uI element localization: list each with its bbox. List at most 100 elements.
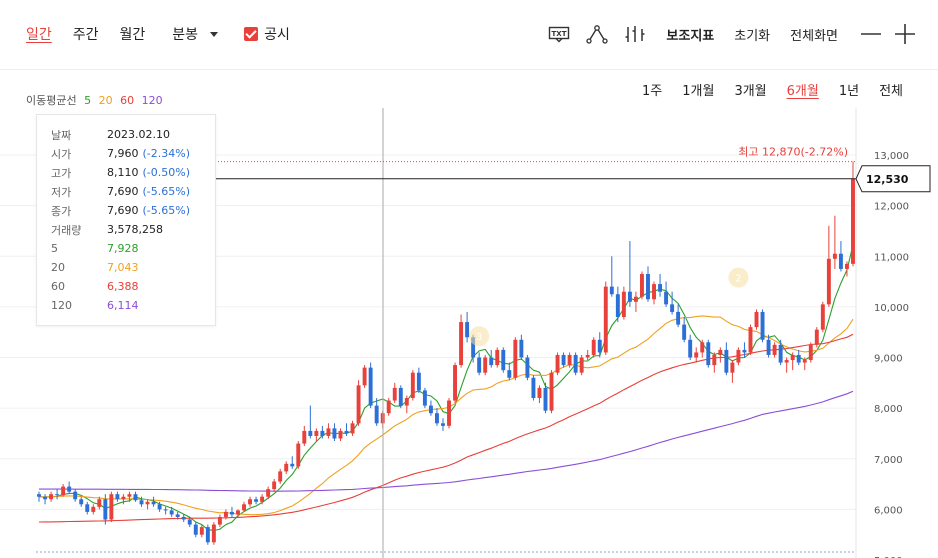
tab-weekly[interactable]: 주간	[72, 27, 99, 43]
candle-body	[308, 430, 313, 436]
disclosure-toggle[interactable]: 공시	[244, 24, 290, 44]
tooltip-change: (-5.65%)	[142, 185, 191, 198]
candle-body	[85, 504, 90, 512]
candle-body	[826, 258, 831, 305]
y-tick-label: 10,000	[874, 303, 909, 314]
candle-body	[199, 527, 204, 535]
candle-body	[549, 372, 554, 411]
range-tab-1y[interactable]: 1년	[838, 84, 860, 99]
candle-body	[254, 499, 259, 502]
candle-body	[639, 273, 644, 297]
period-tabs: 일간 주간 월간 분봉 공시	[26, 24, 290, 44]
candle-body	[477, 357, 482, 373]
candle-body	[664, 291, 669, 305]
ohlc-tooltip: 날짜 2023.02.10 시가 7,960 (-2.34%) 고가 8,110 (-0.…	[36, 114, 216, 326]
disclosure-checkbox[interactable]	[244, 27, 259, 41]
candle-body	[103, 499, 108, 520]
tooltip-value: 7,043	[107, 261, 139, 274]
ma20-line	[38, 315, 854, 516]
candle-body	[332, 428, 337, 439]
candle-body	[181, 516, 186, 520]
candle-body	[320, 430, 325, 436]
candle-body	[91, 506, 96, 512]
candle-body	[55, 494, 60, 496]
candle-body	[724, 349, 729, 373]
fullscreen-button[interactable]: 전체화면	[790, 28, 838, 44]
candle-body	[525, 357, 530, 378]
range-tab-all[interactable]: 전체	[879, 84, 903, 99]
candle-body	[591, 339, 596, 355]
range-tab-6m[interactable]: 6개월	[786, 84, 819, 99]
candle-body	[151, 501, 156, 505]
candle-body	[326, 428, 331, 436]
ma60-line	[38, 333, 854, 523]
candle-body	[646, 273, 650, 300]
candle-body	[157, 504, 162, 510]
candle-body	[658, 284, 663, 292]
candle-body	[585, 354, 590, 358]
candle-body	[579, 357, 584, 373]
candle-body	[615, 294, 620, 317]
tooltip-key: 저가	[51, 185, 72, 199]
candle-body	[796, 354, 801, 363]
candle-body	[284, 463, 289, 472]
ma5-line	[38, 244, 854, 532]
range-tabs: 1주 1개월 3개월 6개월 1년 전체	[622, 80, 903, 99]
ma-legend-120: 120	[141, 94, 163, 107]
tooltip-row-date: 날짜 2023.02.10	[51, 125, 215, 144]
indicator-button[interactable]: 보조지표	[666, 28, 715, 44]
tab-daily[interactable]: 일간	[26, 27, 52, 43]
candle-body	[555, 354, 560, 373]
candle-body	[338, 430, 343, 439]
candle-body	[133, 494, 138, 501]
tooltip-value: 2023.02.10	[107, 128, 170, 141]
candle-body	[519, 339, 524, 358]
candle-body	[314, 430, 319, 436]
candle-body	[127, 494, 132, 497]
y-axis: 13,000 12,000 11,000 10,000 9,000 8,000 7,000 6…	[874, 151, 909, 558]
range-tab-1m[interactable]: 1개월	[682, 84, 715, 99]
tooltip-change: (-5.65%)	[142, 204, 191, 217]
tab-monthly[interactable]: 월간	[119, 27, 146, 43]
candle-body	[109, 494, 114, 520]
tooltip-row-ma60: 60 6,388	[51, 277, 215, 296]
disclosure-marker	[469, 326, 490, 347]
svg-text:TXT: TXT	[552, 30, 567, 38]
tooltip-row-ma20: 20 7,043	[51, 258, 215, 277]
ma-legend-5: 5	[84, 94, 92, 107]
tooltip-value: 8,110	[107, 166, 139, 179]
reset-button[interactable]: 초기화	[734, 28, 771, 44]
tooltip-value: 7,690	[107, 204, 139, 217]
candle-body	[543, 387, 548, 411]
drawing-icon[interactable]	[586, 24, 609, 44]
range-tab-3m[interactable]: 3개월	[734, 84, 767, 99]
candle-body	[844, 263, 849, 269]
candle-body	[205, 527, 210, 543]
candle-body	[784, 360, 789, 363]
y-tick-label: 5,000	[874, 556, 903, 558]
range-tab-1w[interactable]: 1주	[642, 84, 663, 99]
candle-body	[356, 385, 361, 424]
candle-body	[139, 500, 144, 505]
minus-icon[interactable]	[860, 24, 882, 44]
candle-body	[537, 387, 542, 398]
candle-body	[260, 496, 265, 502]
minute-select[interactable]: 분봉	[172, 24, 219, 44]
candle-body	[217, 516, 222, 525]
tooltip-value: 7,690	[107, 185, 139, 198]
disclosure-marker-label: 2	[735, 274, 741, 285]
candle-body	[79, 499, 84, 505]
candle-body	[459, 322, 464, 366]
candle-body	[229, 511, 234, 515]
txt-icon[interactable]: TXT	[548, 25, 570, 43]
candle-body	[386, 400, 391, 414]
candle-body	[742, 349, 747, 353]
candle-settings-icon[interactable]	[624, 24, 646, 44]
tooltip-key: 20	[51, 261, 65, 274]
high-price-label: 최고 12,870(-2.72%)	[738, 146, 848, 159]
tooltip-row-ma5: 5 7,928	[51, 239, 215, 258]
candle-body	[718, 349, 723, 355]
candle-body	[627, 291, 632, 302]
plus-icon[interactable]	[894, 23, 916, 45]
candle-body	[278, 471, 283, 482]
